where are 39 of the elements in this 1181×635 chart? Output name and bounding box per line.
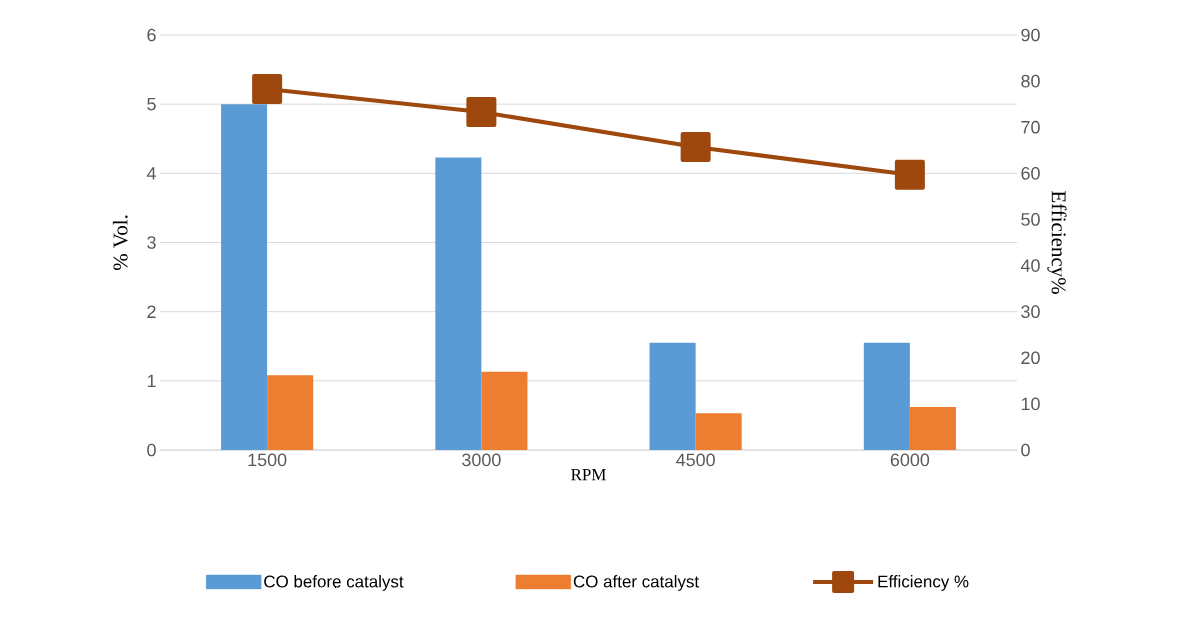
x-tick-label: 3000: [462, 453, 501, 467]
y2-tick-label: 10: [1021, 397, 1040, 411]
y-tick-label: 4: [146, 167, 156, 180]
y-tick-label: 0: [147, 443, 156, 457]
bar: [267, 375, 314, 450]
y2-tick-label: 0: [1021, 443, 1030, 457]
y-tick-label: 6: [147, 28, 156, 42]
y2-tick-label: 70: [1021, 120, 1040, 134]
y2-tick-label: 60: [1021, 166, 1040, 180]
y2-axis-title: Efficiency%: [1047, 191, 1067, 294]
bar: [481, 371, 528, 450]
legend-label: CO before catalyst: [264, 575, 404, 591]
y-tick-label: 1: [147, 374, 156, 387]
y2-tick-label: 90: [1021, 28, 1040, 42]
y2-tick-label: 40: [1020, 259, 1040, 272]
bar: [221, 104, 268, 450]
bar: [909, 407, 956, 450]
bar: [649, 342, 696, 450]
y2-tick-label: 20: [1021, 351, 1040, 365]
bar: [863, 342, 910, 450]
y2-tick-label: 50: [1021, 213, 1040, 226]
y2-tick-label: 80: [1021, 74, 1040, 88]
legend-label: CO after catalyst: [573, 575, 699, 591]
x-tick-label: 4500: [676, 453, 715, 467]
x-tick-label: 1500: [248, 453, 287, 467]
point: [252, 73, 283, 104]
legend-label: Efficiency %: [878, 575, 969, 591]
y2-tick-label: 30: [1021, 305, 1040, 319]
x-tick-label: 6000: [890, 453, 930, 467]
point: [894, 159, 925, 190]
y-tick-label: 2: [147, 305, 156, 318]
x-axis-title: RPM: [571, 469, 606, 481]
y-axis-title: % Vol.: [112, 215, 128, 271]
bar: [435, 157, 482, 450]
y-tick-label: 3: [147, 236, 156, 249]
y-tick-label: 5: [147, 97, 156, 111]
bar: [695, 413, 742, 450]
point: [680, 132, 711, 163]
point: [466, 97, 497, 128]
